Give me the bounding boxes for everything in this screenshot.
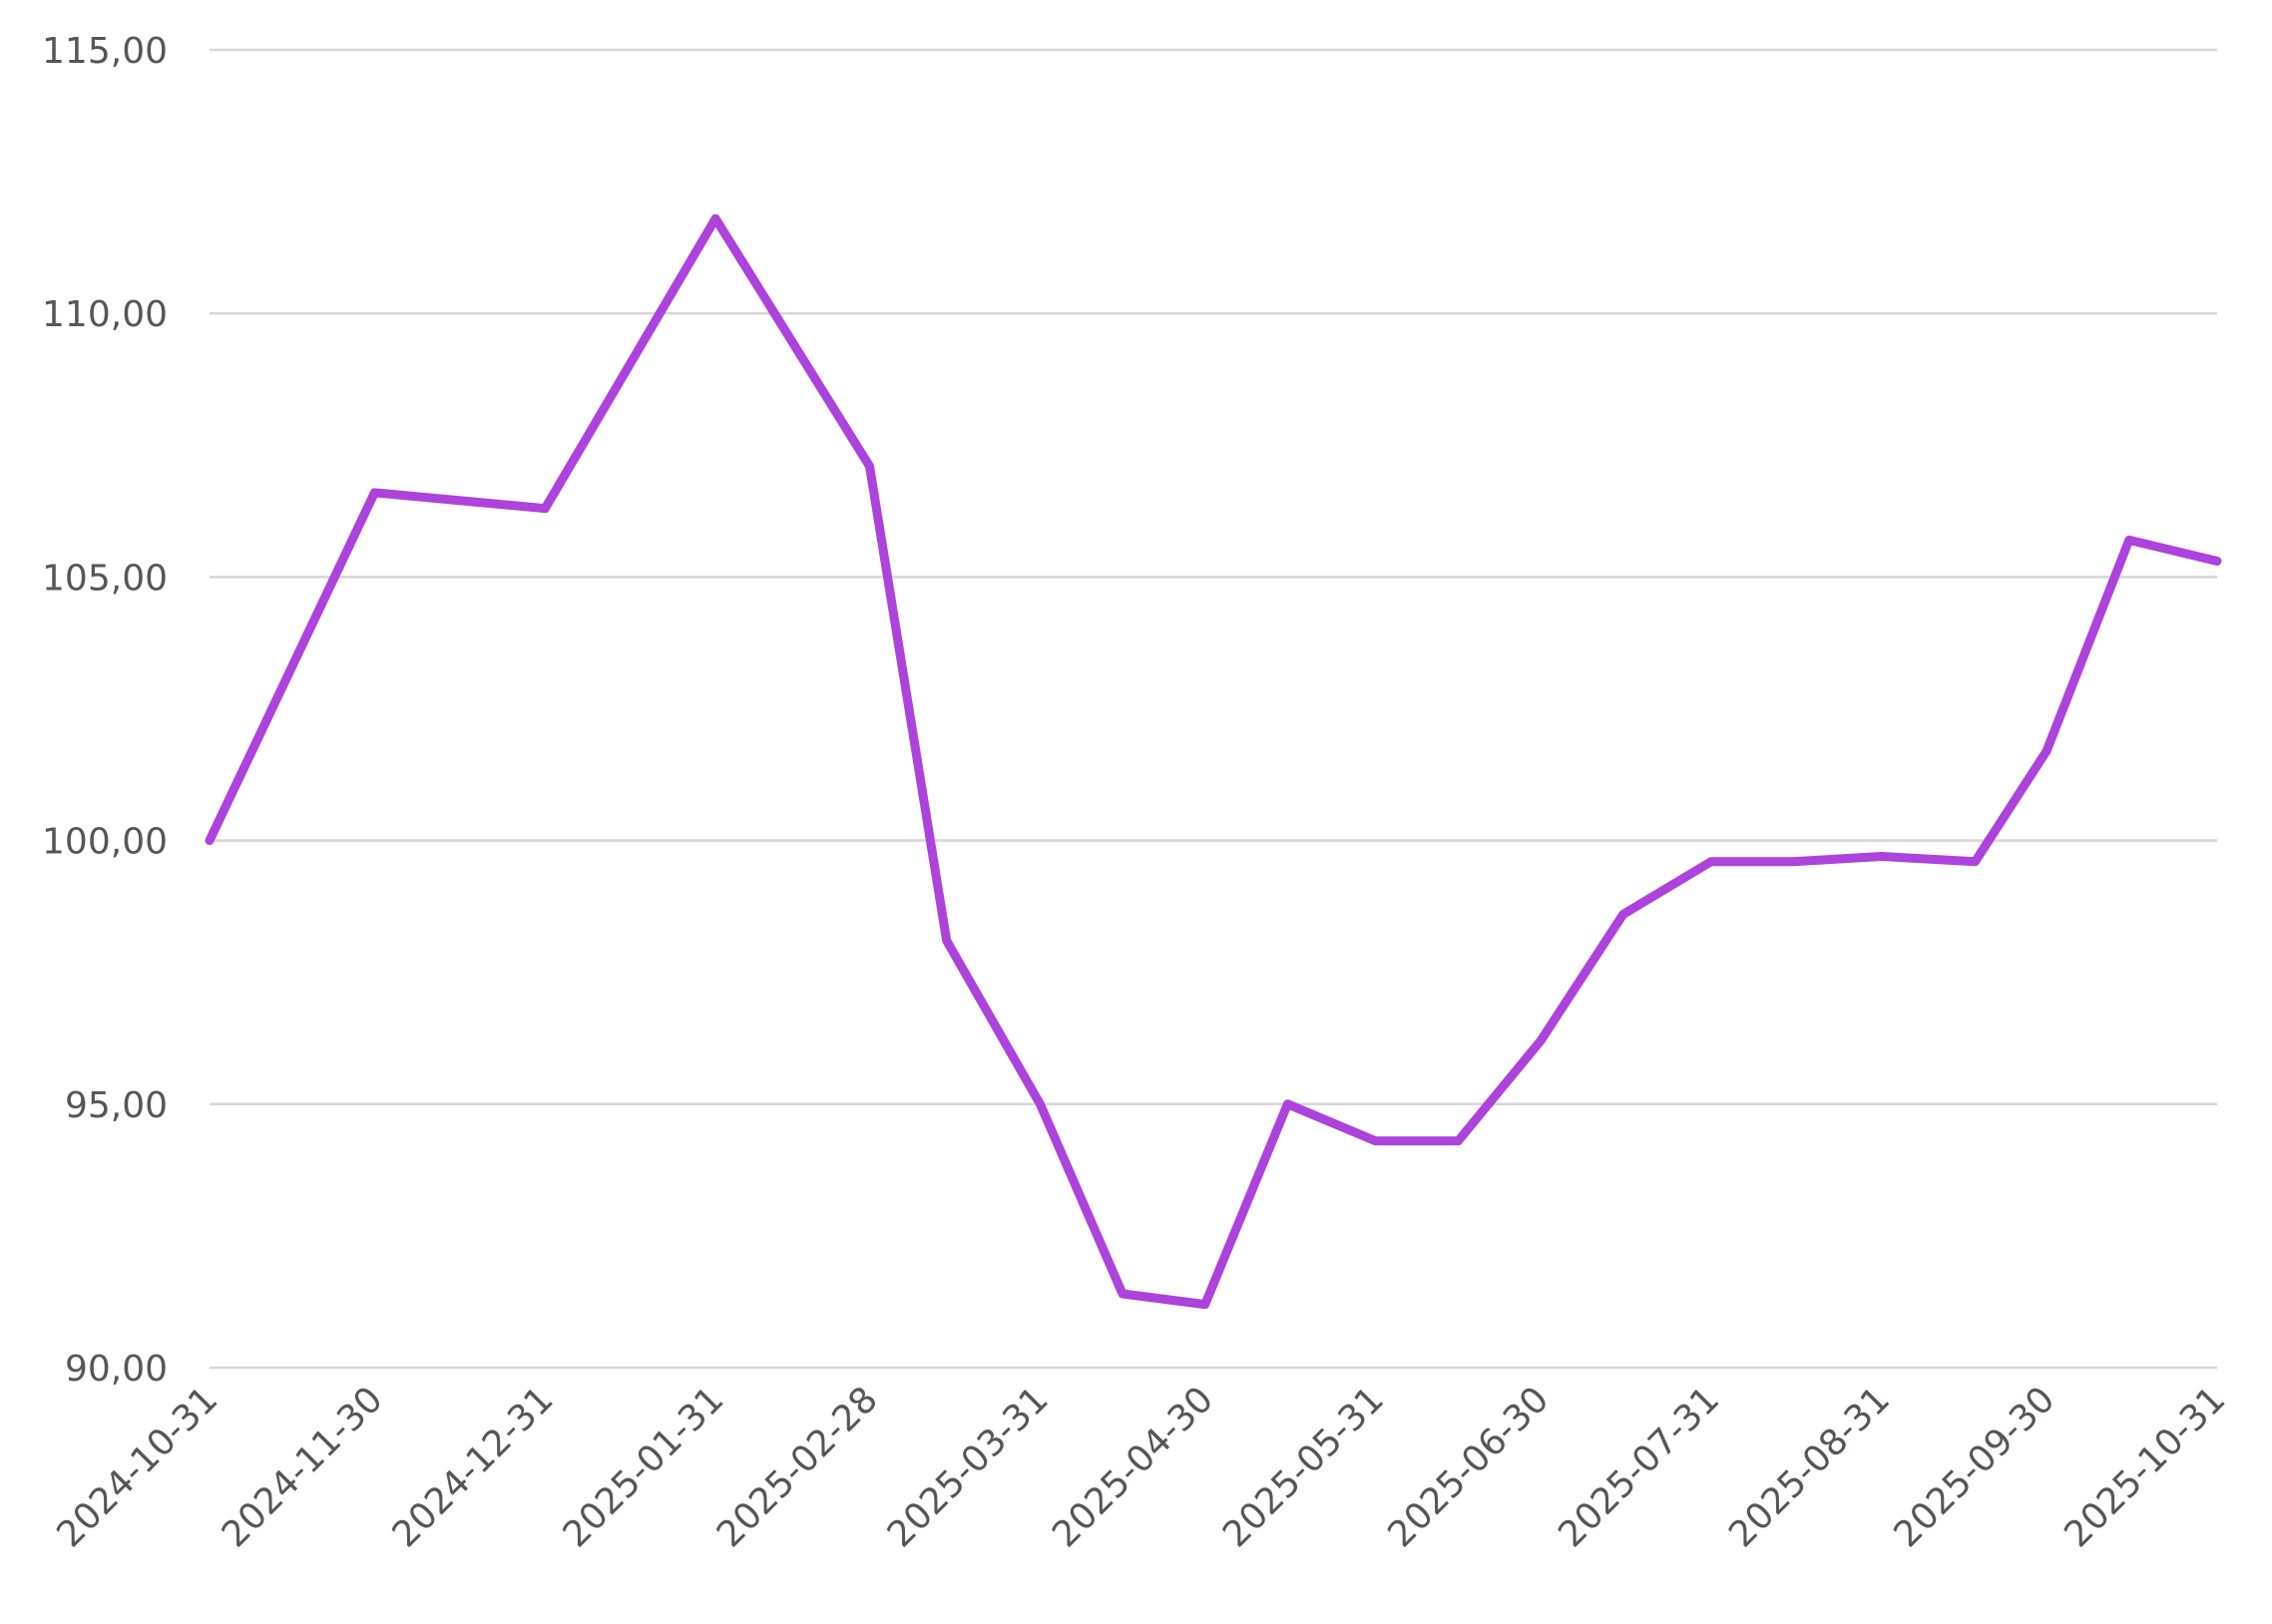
x-tick-label: 2025-10-31 — [2056, 1379, 2233, 1555]
x-axis-tick-labels: 2024-10-312024-11-302024-12-312025-01-31… — [49, 1379, 2233, 1555]
x-tick-label: 2024-12-31 — [385, 1379, 562, 1555]
x-tick-label: 2025-01-31 — [556, 1379, 732, 1555]
x-tick-label: 2025-07-31 — [1551, 1379, 1727, 1555]
x-tick-label: 2025-06-30 — [1380, 1379, 1557, 1555]
series-layer — [205, 213, 2222, 1310]
series-line — [205, 213, 2222, 1310]
y-axis-tick-labels: 90,00 95,00 100,00 105,00 110,00 115,00 — [42, 31, 168, 1390]
y-tick-label: 115,00 — [42, 31, 168, 72]
gridlines — [210, 48, 2217, 1370]
y-tick-label: 105,00 — [42, 558, 168, 599]
y-tick-label: 100,00 — [42, 822, 168, 863]
x-tick-label: 2024-11-30 — [215, 1379, 391, 1555]
y-tick-label: 90,00 — [65, 1349, 168, 1390]
x-tick-label: 2025-09-30 — [1887, 1379, 2063, 1555]
x-tick-label: 2025-08-31 — [1721, 1379, 1898, 1555]
x-tick-label: 2025-03-31 — [880, 1379, 1057, 1555]
x-tick-label: 2025-04-30 — [1045, 1379, 1221, 1555]
x-tick-label: 2025-02-28 — [709, 1379, 886, 1555]
x-tick-label: 2024-10-31 — [49, 1379, 226, 1555]
x-tick-label: 2025-05-31 — [1215, 1379, 1392, 1555]
y-tick-label: 95,00 — [65, 1085, 168, 1126]
y-tick-label: 110,00 — [42, 294, 168, 335]
